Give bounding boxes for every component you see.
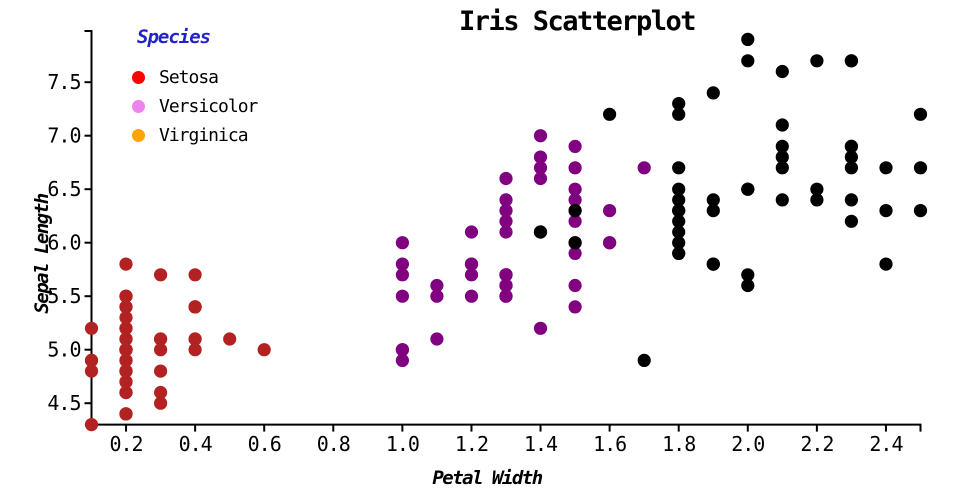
svg-text:2.4: 2.4 [869, 432, 903, 456]
legend-item-label: Versicolor [159, 95, 258, 117]
setosa-marker-icon [132, 70, 145, 84]
svg-text:5.5: 5.5 [47, 284, 80, 308]
versicolor-marker-icon [132, 99, 145, 113]
svg-text:6.0: 6.0 [47, 231, 80, 255]
x-axis-label: Petal Width [432, 467, 543, 489]
legend-item-versicolor: Versicolor [132, 94, 258, 118]
legend-title: Species [137, 26, 211, 48]
svg-text:7.5: 7.5 [47, 70, 80, 94]
legend-item-virginica: Virginica [132, 123, 257, 147]
virginica-marker-icon [132, 128, 145, 142]
y-axis-label: Sepal Length [31, 194, 53, 314]
svg-text:7.0: 7.0 [47, 124, 80, 148]
legend-item-label: Setosa [159, 66, 219, 88]
svg-text:1.4: 1.4 [524, 432, 558, 456]
svg-text:6.5: 6.5 [47, 177, 80, 201]
svg-text:0.6: 0.6 [248, 432, 281, 456]
svg-text:2.0: 2.0 [731, 432, 764, 456]
svg-text:1.0: 1.0 [386, 432, 419, 456]
svg-text:1.6: 1.6 [593, 432, 626, 456]
legend-item-setosa: Setosa [132, 65, 257, 89]
svg-text:1.8: 1.8 [662, 432, 695, 456]
svg-text:1.2: 1.2 [455, 432, 488, 456]
legend: Species Setosa Versicolor Virginica [132, 26, 258, 152]
chart-title: Iris Scatterplot [458, 6, 697, 37]
svg-text:4.5: 4.5 [47, 391, 80, 415]
svg-text:0.8: 0.8 [317, 432, 350, 456]
svg-text:2.2: 2.2 [800, 432, 833, 456]
svg-text:0.2: 0.2 [109, 432, 142, 456]
svg-text:0.4: 0.4 [179, 432, 213, 456]
legend-item-label: Virginica [159, 124, 249, 146]
svg-text:5.0: 5.0 [47, 338, 80, 362]
